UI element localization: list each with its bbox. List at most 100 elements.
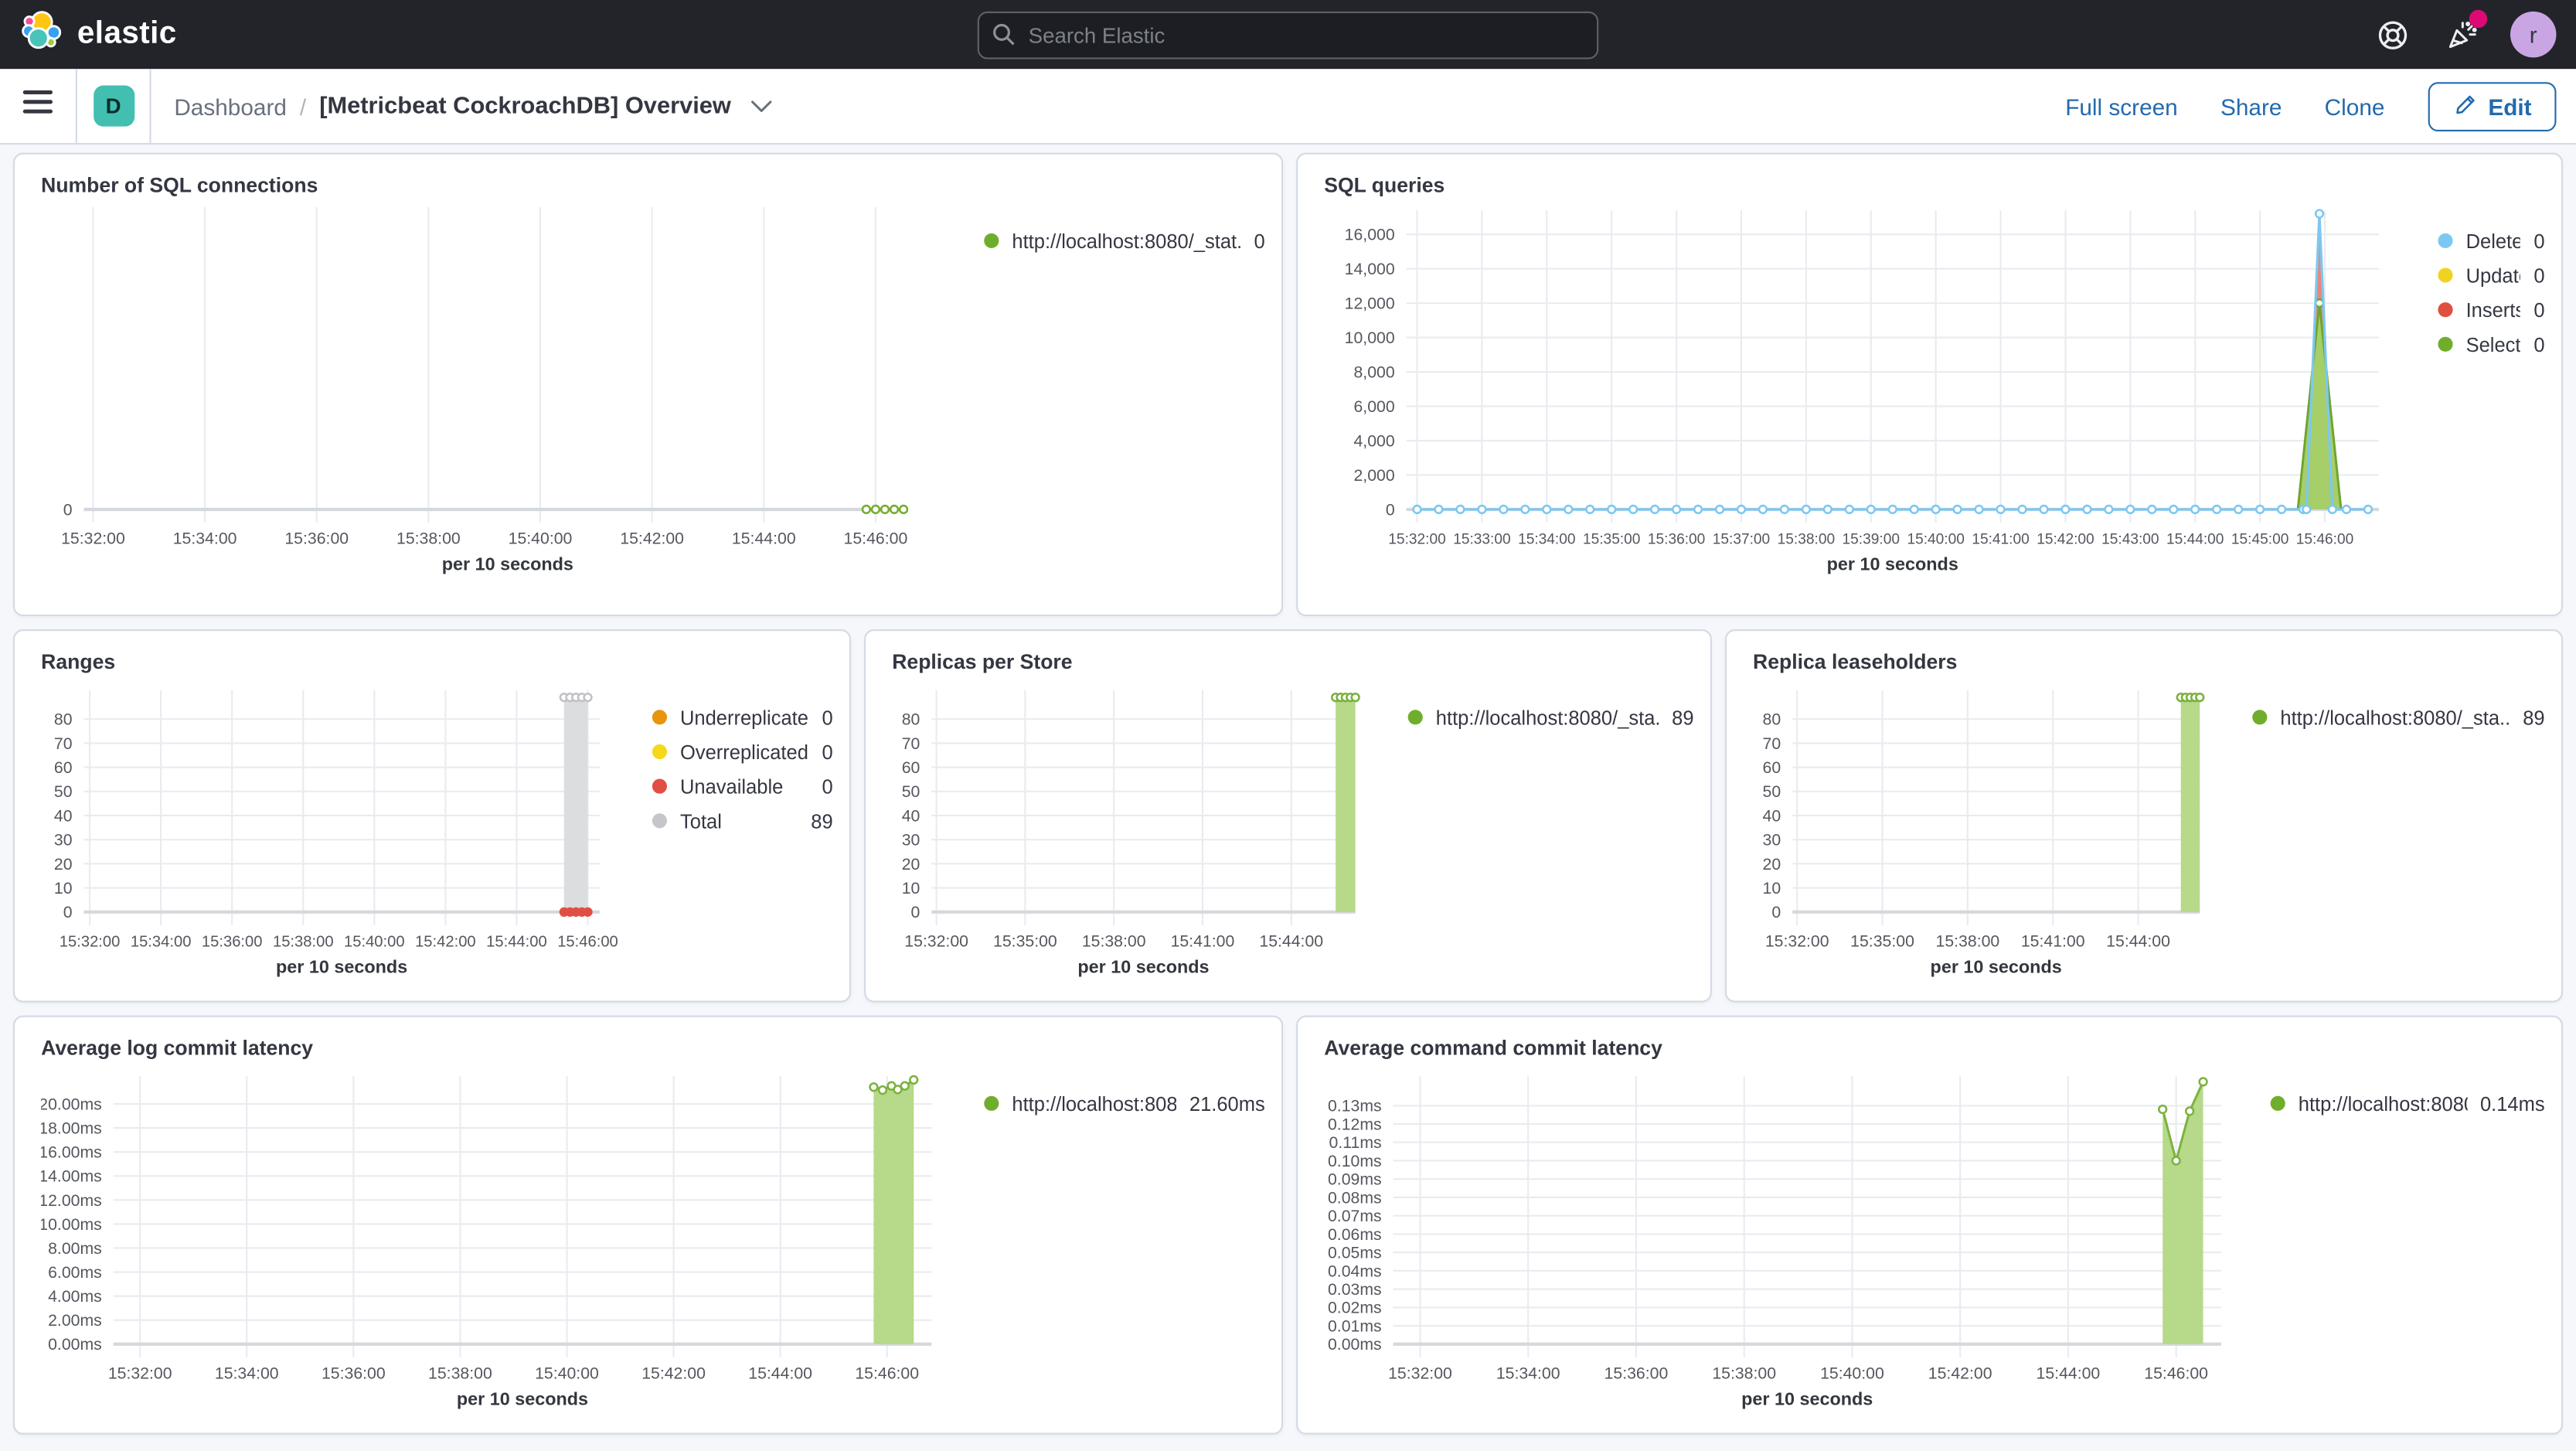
svg-text:12.00ms: 12.00ms bbox=[41, 1191, 102, 1210]
full-screen-button[interactable]: Full screen bbox=[2065, 93, 2178, 120]
svg-text:0.00ms: 0.00ms bbox=[1328, 1335, 1382, 1354]
svg-text:per 10 seconds: per 10 seconds bbox=[1077, 956, 1209, 976]
search-input[interactable] bbox=[977, 10, 1599, 59]
svg-text:15:44:00: 15:44:00 bbox=[1259, 932, 1323, 950]
legend-label: http://localhost:8080/_sta... bbox=[2280, 705, 2510, 729]
svg-text:10: 10 bbox=[902, 879, 920, 898]
legend: Deletes 0 Updates 0 Inserts 0 Selects 0 bbox=[2428, 223, 2545, 362]
edit-button[interactable]: Edit bbox=[2427, 81, 2557, 131]
panel-ranges: Ranges 15:32:00 15:34:00 15:36:00 15:38:00 15… bbox=[13, 629, 852, 1003]
legend-item[interactable]: http://localhost:808... 21.60ms bbox=[984, 1086, 1265, 1121]
svg-text:0.11ms: 0.11ms bbox=[1329, 1133, 1382, 1152]
panel-title: Average log commit latency bbox=[41, 1037, 314, 1061]
legend-value: 0 bbox=[2533, 332, 2545, 356]
legend-item[interactable]: Total 89 bbox=[652, 803, 833, 838]
chart-avg_command_commit_latency: 15:32:00 15:34:00 15:36:00 15:38:00 15:40:00… bbox=[1328, 1076, 2221, 1408]
svg-text:15:42:00: 15:42:00 bbox=[641, 1364, 706, 1382]
legend-item[interactable]: Inserts 0 bbox=[2438, 292, 2545, 327]
header-icons: r bbox=[2162, 9, 2557, 58]
legend-item[interactable]: Deletes 0 bbox=[2438, 223, 2545, 258]
legend-label: http://localhost:8080/_sta... bbox=[1435, 705, 1659, 729]
share-button[interactable]: Share bbox=[2220, 93, 2282, 120]
legend-dot-icon bbox=[2252, 710, 2268, 725]
brand-name: elastic bbox=[77, 16, 177, 51]
legend-item[interactable]: Underreplicated 0 bbox=[652, 700, 833, 735]
svg-text:15:40:00: 15:40:00 bbox=[344, 933, 405, 950]
svg-text:15:44:00: 15:44:00 bbox=[486, 933, 547, 950]
svg-text:15:39:00: 15:39:00 bbox=[1843, 532, 1900, 548]
elastic-brand[interactable]: elastic bbox=[20, 9, 414, 61]
svg-text:20: 20 bbox=[54, 855, 73, 874]
svg-text:6,000: 6,000 bbox=[1353, 397, 1394, 416]
svg-text:15:40:00: 15:40:00 bbox=[1907, 532, 1964, 548]
chart-avg_log_commit_latency: 15:32:00 15:34:00 15:36:00 15:38:00 15:40:00… bbox=[41, 1075, 932, 1408]
legend-value: 0 bbox=[2533, 229, 2545, 253]
legend-dot-icon bbox=[984, 1095, 999, 1111]
panel-title: Replica leaseholders bbox=[1753, 650, 1958, 674]
svg-text:20: 20 bbox=[902, 855, 920, 874]
svg-text:15:36:00: 15:36:00 bbox=[284, 530, 349, 548]
legend-item[interactable]: http://localhost:8080/_sta... 89 bbox=[2252, 700, 2545, 735]
svg-text:15:38:00: 15:38:00 bbox=[273, 933, 334, 950]
legend-item[interactable]: Updates 0 bbox=[2438, 258, 2545, 293]
svg-text:15:32:00: 15:32:00 bbox=[904, 932, 968, 950]
legend-item[interactable]: http://localhost:8080/_sta... 89 bbox=[1407, 700, 1694, 735]
legend-item[interactable]: http://localhost:8080/_stat... 0 bbox=[984, 223, 1265, 258]
legend-label: Updates bbox=[2465, 264, 2521, 287]
svg-text:0.03ms: 0.03ms bbox=[1328, 1280, 1382, 1299]
newsfeed-button[interactable] bbox=[2442, 9, 2488, 54]
svg-text:15:46:00: 15:46:00 bbox=[2144, 1364, 2208, 1382]
legend-item[interactable]: http://localhost:8080... 0.14ms bbox=[2270, 1086, 2545, 1121]
svg-text:15:37:00: 15:37:00 bbox=[1713, 532, 1770, 548]
svg-text:2,000: 2,000 bbox=[1353, 466, 1394, 485]
clone-button[interactable]: Clone bbox=[2324, 93, 2385, 120]
svg-text:16,000: 16,000 bbox=[1345, 226, 1395, 244]
panel-avg_command_commit_latency: Average command commit latency 15:32:00 15… bbox=[1296, 1015, 2563, 1435]
legend-label: Inserts bbox=[2465, 298, 2521, 322]
svg-text:2.00ms: 2.00ms bbox=[48, 1311, 102, 1330]
svg-text:0.09ms: 0.09ms bbox=[1328, 1170, 1382, 1189]
svg-text:0.08ms: 0.08ms bbox=[1328, 1188, 1382, 1207]
legend: http://localhost:808... 21.60ms bbox=[975, 1086, 1265, 1121]
svg-text:40: 40 bbox=[54, 806, 73, 825]
legend-item[interactable]: Selects 0 bbox=[2438, 327, 2545, 362]
svg-text:15:35:00: 15:35:00 bbox=[1850, 932, 1914, 950]
svg-text:0.01ms: 0.01ms bbox=[1328, 1316, 1382, 1335]
dashboard-content: Number of SQL connections 15:32:00 15:34:0… bbox=[0, 145, 2576, 1435]
user-avatar[interactable]: r bbox=[2510, 11, 2557, 58]
space-avatar[interactable]: D bbox=[93, 85, 134, 127]
svg-text:15:34:00: 15:34:00 bbox=[1518, 532, 1575, 548]
svg-text:15:46:00: 15:46:00 bbox=[844, 530, 908, 548]
svg-text:0.13ms: 0.13ms bbox=[1328, 1097, 1382, 1115]
svg-text:15:34:00: 15:34:00 bbox=[173, 530, 237, 548]
svg-text:15:40:00: 15:40:00 bbox=[535, 1364, 599, 1382]
svg-text:0: 0 bbox=[63, 500, 73, 519]
edit-button-label: Edit bbox=[2488, 93, 2532, 120]
panel-sql_connections: Number of SQL connections 15:32:00 15:34:0… bbox=[13, 152, 1284, 617]
svg-text:15:36:00: 15:36:00 bbox=[202, 933, 263, 950]
legend-value: 0 bbox=[2533, 298, 2545, 322]
svg-text:15:46:00: 15:46:00 bbox=[855, 1364, 919, 1382]
legend: http://localhost:8080... 0.14ms bbox=[2261, 1086, 2545, 1121]
panel-title: Number of SQL connections bbox=[41, 174, 318, 198]
global-search[interactable] bbox=[977, 10, 1599, 59]
dashboard-row-2: Ranges 15:32:00 15:34:00 15:36:00 15:38:00 15… bbox=[0, 629, 2576, 1003]
legend-item[interactable]: Unavailable 0 bbox=[652, 769, 833, 804]
svg-text:15:38:00: 15:38:00 bbox=[428, 1364, 492, 1382]
legend-value: 0 bbox=[822, 775, 833, 798]
legend-value: 0.14ms bbox=[2479, 1092, 2545, 1115]
breadcrumb-dashboard[interactable]: Dashboard bbox=[174, 93, 287, 120]
title-menu-button[interactable] bbox=[750, 100, 772, 113]
svg-text:0: 0 bbox=[1771, 903, 1781, 921]
menu-button[interactable] bbox=[0, 69, 77, 143]
legend-item[interactable]: Overreplicated 0 bbox=[652, 734, 833, 769]
chart-sql_connections: 15:32:00 15:34:00 15:36:00 15:38:00 15:40:00… bbox=[61, 206, 909, 574]
svg-text:30: 30 bbox=[1763, 831, 1781, 850]
svg-text:15:38:00: 15:38:00 bbox=[396, 530, 461, 548]
help-button[interactable] bbox=[2372, 15, 2411, 54]
space-selector[interactable]: D bbox=[77, 69, 151, 143]
legend: http://localhost:8080/_stat... 0 bbox=[975, 223, 1265, 258]
svg-text:15:34:00: 15:34:00 bbox=[131, 933, 192, 950]
legend-label: http://localhost:8080/_stat... bbox=[1012, 229, 1241, 253]
svg-text:40: 40 bbox=[1763, 806, 1781, 825]
